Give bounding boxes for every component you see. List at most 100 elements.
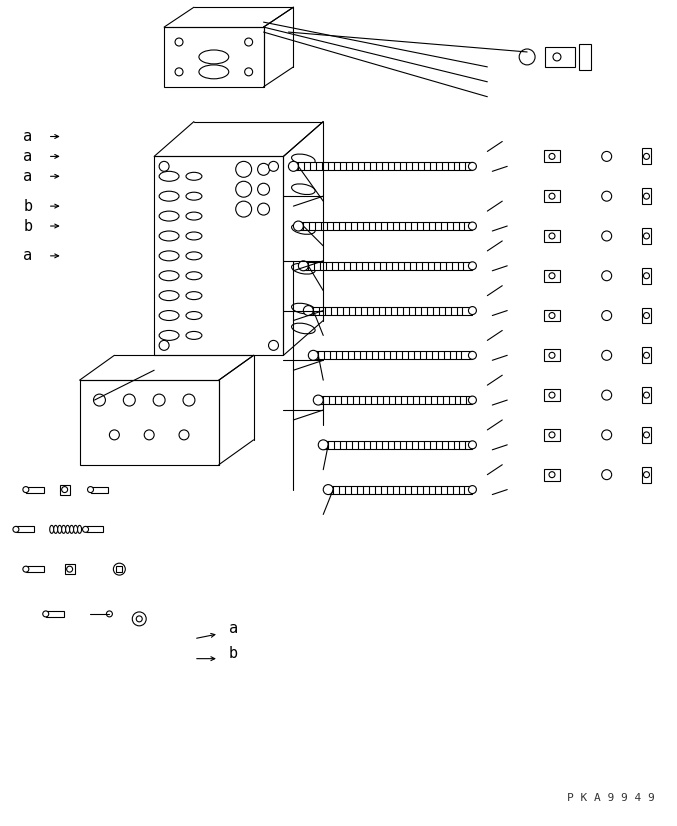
Circle shape <box>323 485 333 495</box>
Bar <box>545 47 575 67</box>
Circle shape <box>83 526 89 532</box>
Ellipse shape <box>292 263 315 274</box>
Bar <box>328 486 473 494</box>
Ellipse shape <box>199 65 229 78</box>
Circle shape <box>257 164 269 175</box>
Circle shape <box>549 432 555 438</box>
Circle shape <box>93 394 106 406</box>
Bar <box>85 526 104 532</box>
Bar <box>642 188 651 204</box>
Bar <box>642 268 651 283</box>
Ellipse shape <box>186 212 202 220</box>
Ellipse shape <box>292 303 315 314</box>
Text: a: a <box>229 621 238 636</box>
Bar <box>154 156 284 355</box>
Text: b: b <box>23 219 32 234</box>
Bar <box>544 349 560 361</box>
Circle shape <box>644 432 649 438</box>
Bar <box>642 307 651 324</box>
Circle shape <box>468 222 477 230</box>
Ellipse shape <box>186 173 202 180</box>
Circle shape <box>549 472 555 477</box>
Circle shape <box>159 161 169 171</box>
Ellipse shape <box>159 191 179 202</box>
Circle shape <box>257 203 269 215</box>
Ellipse shape <box>62 525 66 534</box>
Ellipse shape <box>186 272 202 280</box>
Ellipse shape <box>292 154 315 164</box>
Ellipse shape <box>186 252 202 260</box>
Bar <box>308 306 473 315</box>
Circle shape <box>303 306 313 316</box>
Circle shape <box>159 340 169 350</box>
Circle shape <box>153 394 165 406</box>
Circle shape <box>644 472 649 477</box>
Circle shape <box>549 193 555 199</box>
Circle shape <box>602 311 611 320</box>
Ellipse shape <box>199 50 229 64</box>
Circle shape <box>293 221 303 231</box>
Circle shape <box>113 563 125 575</box>
Circle shape <box>236 161 252 178</box>
Ellipse shape <box>159 171 179 181</box>
Text: a: a <box>23 149 32 164</box>
Bar <box>544 190 560 202</box>
Text: a: a <box>23 249 32 263</box>
Circle shape <box>468 351 477 359</box>
Bar <box>80 380 219 465</box>
Circle shape <box>13 526 19 532</box>
Ellipse shape <box>159 291 179 301</box>
Ellipse shape <box>78 525 81 534</box>
Bar <box>60 485 70 495</box>
Circle shape <box>553 53 561 61</box>
Circle shape <box>66 566 72 572</box>
Circle shape <box>468 262 477 270</box>
Circle shape <box>183 394 195 406</box>
Bar <box>26 566 44 572</box>
Circle shape <box>468 306 477 315</box>
Circle shape <box>106 611 112 617</box>
Bar <box>26 487 44 492</box>
Text: a: a <box>23 129 32 144</box>
Circle shape <box>468 486 477 494</box>
Ellipse shape <box>186 292 202 300</box>
Circle shape <box>468 396 477 404</box>
Text: P K A 9 9 4 9: P K A 9 9 4 9 <box>567 793 655 803</box>
Ellipse shape <box>159 330 179 340</box>
Circle shape <box>144 430 154 440</box>
Ellipse shape <box>292 184 315 195</box>
Bar <box>46 611 64 617</box>
Bar <box>642 427 651 443</box>
Circle shape <box>123 394 135 406</box>
Circle shape <box>468 441 477 449</box>
Circle shape <box>644 154 649 159</box>
Circle shape <box>313 395 323 405</box>
Circle shape <box>644 392 649 398</box>
Circle shape <box>62 487 68 492</box>
Circle shape <box>23 566 29 572</box>
Circle shape <box>299 261 308 271</box>
Circle shape <box>136 616 142 622</box>
Text: b: b <box>23 198 32 214</box>
Circle shape <box>519 49 535 65</box>
Ellipse shape <box>292 323 315 334</box>
Circle shape <box>549 154 555 159</box>
Ellipse shape <box>49 525 53 534</box>
Circle shape <box>644 312 649 319</box>
Ellipse shape <box>186 311 202 320</box>
Circle shape <box>43 611 49 617</box>
Circle shape <box>549 392 555 398</box>
Circle shape <box>602 151 611 161</box>
Ellipse shape <box>159 231 179 241</box>
Circle shape <box>236 202 252 217</box>
Circle shape <box>644 233 649 239</box>
Bar <box>16 526 34 532</box>
Circle shape <box>269 340 278 350</box>
Circle shape <box>602 271 611 281</box>
Bar <box>116 566 123 572</box>
Circle shape <box>308 350 318 360</box>
Ellipse shape <box>74 525 78 534</box>
Ellipse shape <box>159 311 179 320</box>
Circle shape <box>602 470 611 480</box>
Circle shape <box>288 161 299 171</box>
